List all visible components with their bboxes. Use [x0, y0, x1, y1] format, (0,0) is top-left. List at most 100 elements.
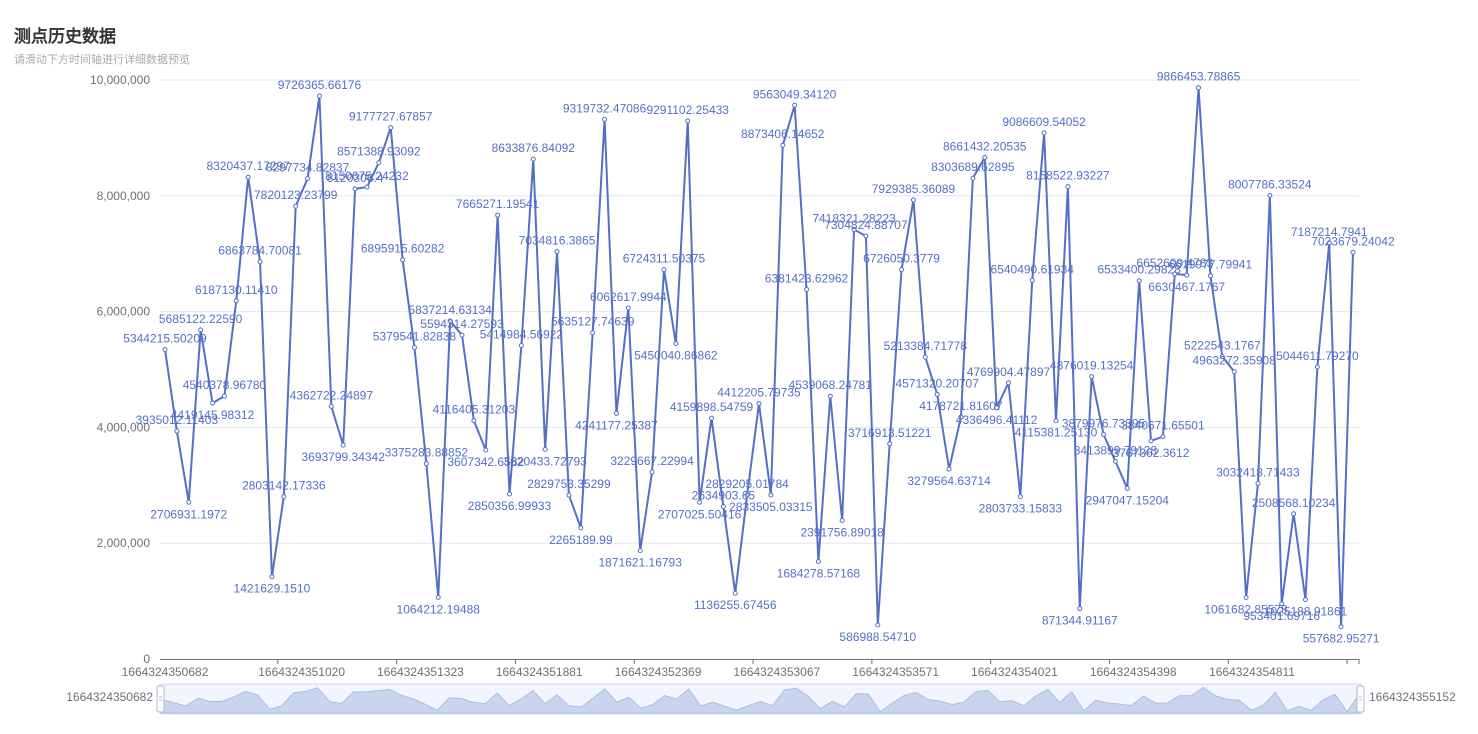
data-point[interactable] [685, 118, 691, 124]
data-point[interactable] [257, 259, 263, 265]
data-point[interactable] [1017, 494, 1023, 500]
data-point[interactable] [1160, 434, 1166, 440]
data-point[interactable] [1089, 374, 1095, 380]
data-point[interactable] [708, 415, 714, 421]
data-point[interactable] [958, 414, 964, 420]
data-point[interactable] [1077, 606, 1083, 612]
data-point[interactable] [340, 442, 346, 448]
data-point[interactable] [1041, 130, 1047, 136]
data-point[interactable] [400, 257, 406, 263]
data-point[interactable] [946, 466, 952, 472]
data-point[interactable] [1005, 380, 1011, 386]
data-point[interactable] [376, 160, 382, 166]
data-point[interactable] [162, 347, 168, 353]
data-point[interactable] [507, 491, 513, 497]
data-point[interactable] [1255, 480, 1261, 486]
data-point[interactable] [887, 441, 893, 447]
data-point[interactable] [554, 249, 560, 255]
data-point[interactable] [994, 405, 1000, 411]
data-point[interactable] [1326, 240, 1332, 246]
data-point[interactable] [293, 203, 299, 209]
data-point[interactable] [697, 499, 703, 505]
data-zoom-slider[interactable]: 1664324350682 1664324355152 [66, 683, 1456, 715]
data-point[interactable] [1172, 271, 1178, 277]
data-point[interactable] [661, 267, 667, 273]
data-point[interactable] [1148, 438, 1154, 444]
data-point[interactable] [934, 391, 940, 397]
data-point[interactable] [815, 558, 821, 564]
data-point[interactable] [922, 354, 928, 360]
data-point[interactable] [982, 155, 988, 161]
data-point[interactable] [863, 233, 869, 239]
data-point[interactable] [1136, 278, 1142, 284]
data-point[interactable] [1291, 511, 1297, 517]
data-point[interactable] [186, 499, 192, 505]
data-point[interactable] [459, 332, 465, 338]
data-point[interactable] [637, 548, 643, 554]
data-point[interactable] [1207, 273, 1213, 279]
data-point[interactable] [1350, 249, 1356, 255]
data-point[interactable] [1231, 369, 1237, 375]
data-point[interactable] [245, 174, 251, 180]
data-point[interactable] [780, 142, 786, 148]
data-point[interactable] [613, 410, 619, 416]
data-point[interactable] [542, 446, 548, 452]
data-point[interactable] [471, 418, 477, 424]
data-point[interactable] [625, 305, 631, 311]
data-point[interactable] [1338, 624, 1344, 630]
data-point[interactable] [602, 116, 608, 122]
data-point[interactable] [198, 327, 204, 333]
data-point[interactable] [827, 393, 833, 399]
data-point[interactable] [447, 318, 453, 324]
data-point[interactable] [1314, 364, 1320, 370]
data-point[interactable] [744, 492, 750, 498]
data-point[interactable] [364, 184, 370, 190]
data-point[interactable] [1053, 418, 1059, 424]
data-point[interactable] [970, 175, 976, 181]
data-point[interactable] [269, 574, 275, 580]
data-point[interactable] [566, 492, 572, 498]
data-point[interactable] [174, 428, 180, 434]
data-point[interactable] [233, 298, 239, 304]
data-point[interactable] [210, 400, 216, 406]
zoom-handle-right[interactable] [1356, 685, 1365, 713]
data-point[interactable] [1101, 431, 1107, 437]
data-point[interactable] [328, 403, 334, 409]
data-point[interactable] [518, 342, 524, 348]
data-point[interactable] [316, 93, 322, 99]
data-point[interactable] [804, 287, 810, 293]
data-point[interactable] [352, 186, 358, 192]
data-point[interactable] [1065, 184, 1071, 190]
data-point[interactable] [495, 212, 501, 218]
data-point[interactable] [1184, 272, 1190, 278]
zoom-handle-left[interactable] [156, 685, 165, 713]
data-point[interactable] [388, 125, 394, 131]
data-point[interactable] [435, 594, 441, 600]
data-point[interactable] [1029, 277, 1035, 283]
data-point[interactable] [875, 622, 881, 628]
data-point[interactable] [1267, 192, 1273, 198]
data-point[interactable] [1219, 354, 1225, 360]
data-point[interactable] [281, 494, 287, 500]
data-point[interactable] [483, 447, 489, 453]
data-point[interactable] [1196, 85, 1202, 91]
data-point[interactable] [649, 469, 655, 475]
data-point[interactable] [792, 102, 798, 108]
data-point[interactable] [411, 345, 417, 351]
data-point[interactable] [590, 330, 596, 336]
data-point[interactable] [732, 590, 738, 596]
data-point[interactable] [1112, 458, 1118, 464]
zoom-selection[interactable] [160, 684, 1361, 714]
data-point[interactable] [1302, 597, 1308, 603]
data-point[interactable] [756, 401, 762, 407]
data-point[interactable] [768, 492, 774, 498]
data-point[interactable] [673, 340, 679, 346]
data-point[interactable] [305, 176, 311, 182]
data-point[interactable] [530, 156, 536, 162]
data-point[interactable] [839, 518, 845, 524]
data-point[interactable] [910, 197, 916, 203]
data-point[interactable] [578, 525, 584, 531]
data-point[interactable] [1124, 485, 1130, 491]
data-point[interactable] [851, 226, 857, 232]
data-point[interactable] [221, 393, 227, 399]
